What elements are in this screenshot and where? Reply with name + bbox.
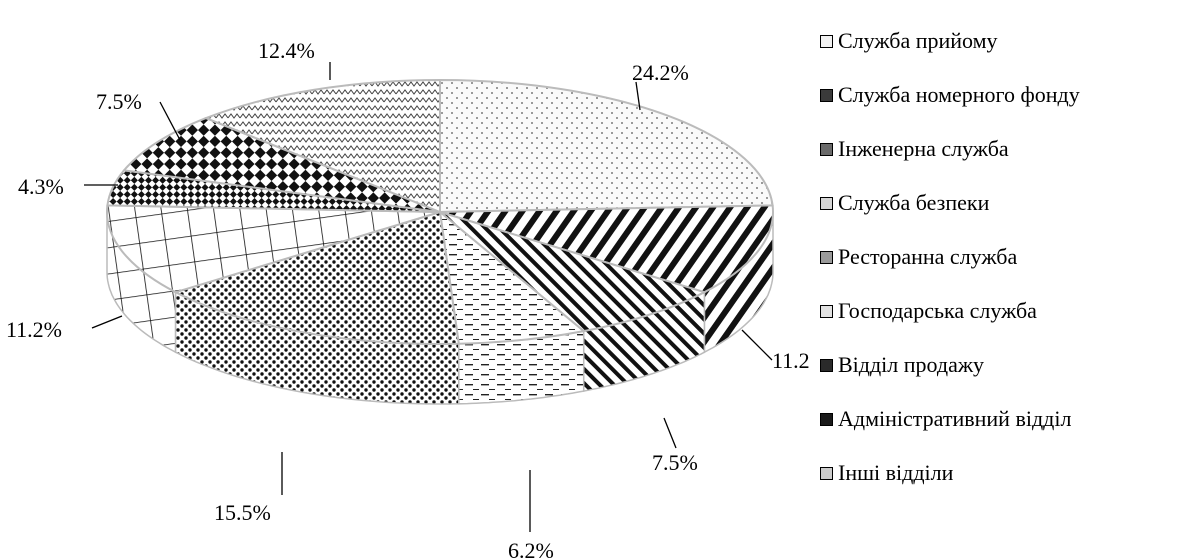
slice-label-9: 12.4% [258,38,315,63]
legend-label: Адміністративний відділ [838,406,1072,431]
pie-slice-9 [203,78,441,214]
pie-slice-1 [439,78,774,214]
slice-label-2: 11.2% [772,348,810,373]
pie-slice-8 [122,117,441,213]
leader-line-6 [91,315,123,329]
slice-label-3: 7.5% [652,450,698,475]
legend-item: Служба прийому [820,14,1200,68]
legend-item: Інженерна служба [820,122,1200,176]
legend-swatch [820,142,833,156]
legend-swatch [820,358,833,372]
legend-swatch [820,250,833,264]
legend-swatch [820,34,833,48]
legend: Служба прийому Служба номерного фонду Інже… [820,14,1200,500]
pie-slice-3 [439,211,708,333]
legend-label: Служба безпеки [838,190,990,215]
legend-item: Господарська служба [820,284,1200,338]
slice-label-1: 24.2% [632,60,689,85]
slice-label-6: 11.2% [6,317,62,342]
pie-slice-4 [438,209,586,345]
pie-slice-5 [172,210,460,345]
legend-swatch [820,304,833,318]
legend-label: Інженерна служба [838,136,1009,161]
legend-swatch [820,466,833,480]
pie-top-layer [105,78,775,345]
slice-label-5: 15.5% [214,500,271,525]
slice-label-8: 7.5% [96,89,142,114]
legend-label: Служба номерного фонду [838,82,1080,107]
legend-item: Служба безпеки [820,176,1200,230]
pie-slice-2 [439,204,775,294]
legend-label: Відділ продажу [838,352,985,377]
legend-item: Адміністративний відділ [820,392,1200,446]
legend-item: Служба номерного фонду [820,68,1200,122]
legend-label: Інші відділи [838,460,954,485]
legend-swatch [820,196,833,210]
legend-item: Інші відділи [820,446,1200,500]
legend-label: Ресторанна служба [838,244,1018,269]
legend-item: Ресторанна служба [820,230,1200,284]
legend-label: Господарська служба [838,298,1037,323]
leader-line-8 [159,101,181,141]
legend-label: Служба прийому [838,28,998,53]
pie-label-layer: 24.2% 11.2% 7.5% 6.2% 15.5% 11.2% 4.3% 7.5% 12.4… [6,38,810,559]
leader-line-1 [635,81,641,111]
legend-swatch [820,412,833,426]
legend-swatch [820,88,833,102]
pie-chart: 24.2% 11.2% 7.5% 6.2% 15.5% 11.2% 4.3% 7.5% 12.4… [6,38,810,559]
leader-line-3 [663,417,677,449]
slice-label-7: 4.3% [18,174,64,199]
slice-label-4: 6.2% [508,538,554,559]
legend-item: Відділ продажу [820,338,1200,392]
leader-line-2 [741,329,773,361]
pie-slice-6 [105,204,441,294]
